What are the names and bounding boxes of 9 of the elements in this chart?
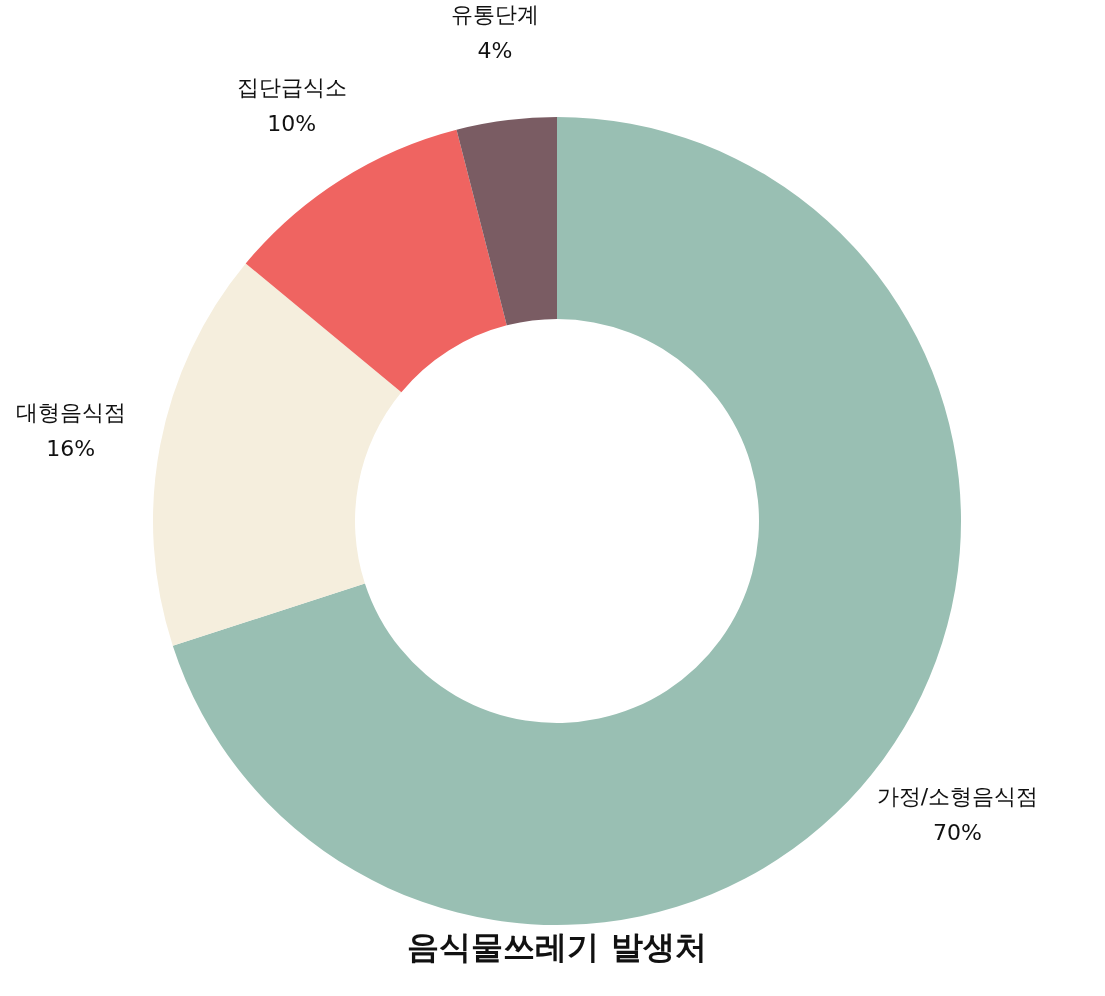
data-label: 70% — [933, 819, 982, 845]
data-label: 4% — [477, 37, 513, 63]
slice-label: 대형음식점 — [15, 400, 126, 426]
data-label: 16% — [46, 436, 96, 462]
slice-label: 가정/소형음식점 — [876, 783, 1039, 809]
slice-label: 유통단계 — [450, 1, 539, 27]
text: 음식물쓰레기 발생처 — [407, 928, 707, 966]
data-label: 10% — [267, 111, 317, 137]
slice-label: 집단급식소 — [236, 75, 347, 101]
